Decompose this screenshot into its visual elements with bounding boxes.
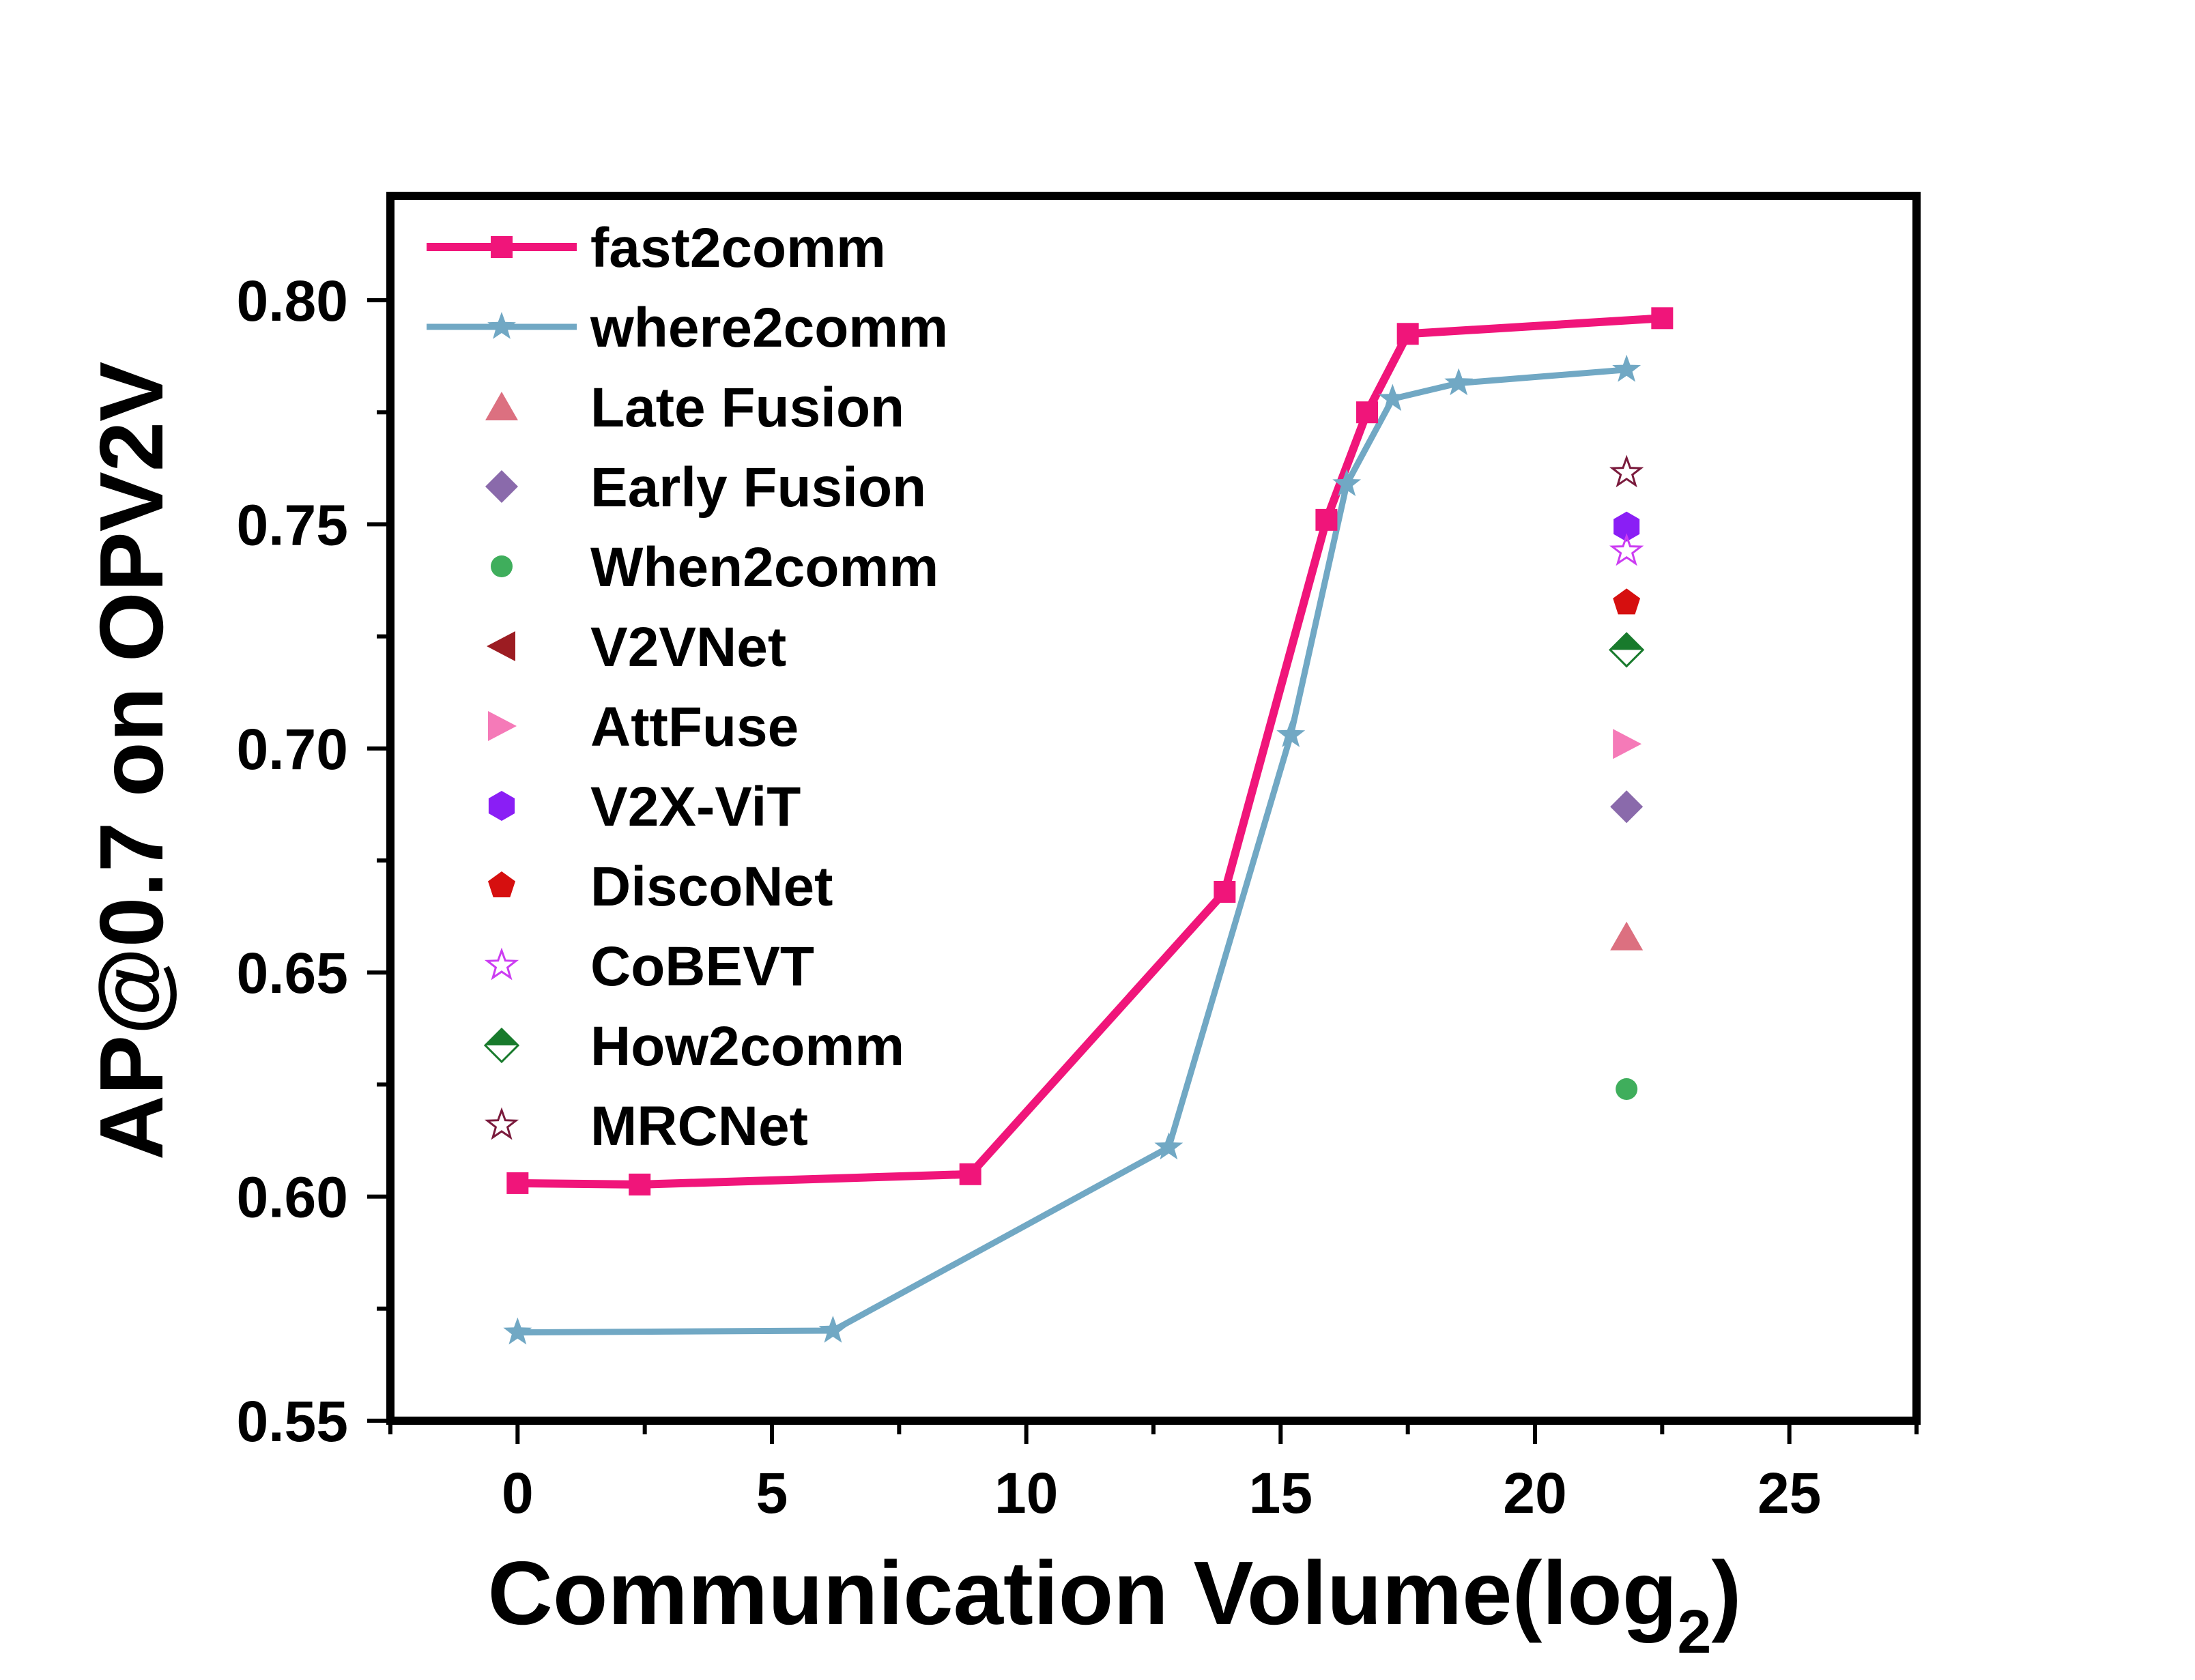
- data-point-mrcnet-0: [1609, 454, 1644, 488]
- legend-marker-v2vnet: [487, 631, 515, 661]
- series-line-fast2comm: [517, 314, 1663, 1189]
- legend-marker-fast2comm: [491, 236, 513, 258]
- data-point-where2comm-7: [1612, 354, 1641, 382]
- plot-lines: [517, 314, 1663, 1336]
- y-tick-label: 0.80: [237, 269, 349, 333]
- data-point-where2comm-6: [1444, 368, 1474, 396]
- y-axis-ticks: 0.55 0.60 0.65 0.70 0.75 0.80: [237, 269, 390, 1453]
- x-tick-label: 10: [994, 1461, 1058, 1525]
- legend-label-disconet: DiscoNet: [590, 856, 833, 918]
- legend-label-mrcnet: MRCNet: [590, 1095, 808, 1157]
- x-axis-title-main: Communication Volume(log: [488, 1543, 1678, 1643]
- data-point-fast2comm-0: [506, 1172, 529, 1194]
- legend-marker-v2x-vit: [488, 791, 515, 821]
- data-point-fast2comm-4: [1315, 508, 1338, 531]
- legend-label-cobevt: CoBEVT: [590, 936, 814, 998]
- data-point-fast2comm-7: [1651, 307, 1674, 330]
- data-point-fast2comm-5: [1356, 401, 1379, 424]
- legend-label-fast2comm: fast2comm: [590, 217, 886, 279]
- data-point-fast2comm-6: [1396, 323, 1419, 345]
- legend-marker-late-fusion: [485, 392, 518, 420]
- legend-label-late-fusion: Late Fusion: [590, 377, 904, 439]
- data-point-where2comm-0: [503, 1317, 532, 1345]
- legend-marker-disconet: [488, 871, 515, 897]
- data-point-when2comm-0: [1616, 1077, 1638, 1100]
- x-tick-label: 0: [502, 1461, 534, 1525]
- data-point-disconet-0: [1613, 588, 1641, 615]
- x-tick-label: 20: [1503, 1461, 1566, 1525]
- x-axis-title-close: ): [1711, 1543, 1741, 1643]
- y-tick-label: 0.55: [237, 1389, 349, 1453]
- legend-label-when2comm: When2comm: [590, 536, 938, 598]
- legend-marker-mrcnet: [484, 1107, 519, 1140]
- y-tick-label: 0.60: [237, 1165, 349, 1230]
- data-point-where2comm-4: [1332, 469, 1362, 497]
- legend-marker-where2comm: [487, 312, 516, 339]
- data-point-fast2comm-1: [629, 1173, 651, 1196]
- data-point-late-fusion-0: [1610, 921, 1644, 951]
- data-point-attfuse-0: [1613, 729, 1642, 759]
- legend-label-where2comm: where2comm: [590, 297, 948, 359]
- legend-label-early-fusion: Early Fusion: [590, 457, 926, 519]
- data-point-how2comm-0: [1609, 632, 1645, 668]
- y-axis-title: AP@0.7 on OPV2V: [81, 362, 182, 1160]
- data-point-cobevt-0: [1609, 533, 1644, 566]
- x-axis-title-subscript: 2: [1677, 1598, 1711, 1666]
- data-point-fast2comm-3: [1214, 880, 1236, 903]
- legend: fast2comm where2comm Late Fusion Early Fusi…: [427, 217, 948, 1157]
- x-axis-title: Communication Volume(log2): [488, 1543, 1742, 1666]
- plot-markers: [503, 307, 1674, 1345]
- data-point-fast2comm-2: [959, 1163, 981, 1185]
- data-point-v2x-vit-0: [1613, 511, 1640, 542]
- legend-marker-how2comm: [483, 1027, 520, 1064]
- legend-marker-attfuse: [488, 711, 517, 741]
- data-point-where2comm-3: [1276, 720, 1306, 747]
- y-tick-label: 0.75: [237, 493, 349, 557]
- data-point-where2comm-5: [1378, 383, 1407, 411]
- y-tick-label: 0.70: [237, 717, 349, 781]
- x-tick-label: 25: [1758, 1461, 1821, 1525]
- legend-label-attfuse: AttFuse: [590, 696, 799, 758]
- legend-label-v2vnet: V2VNet: [590, 616, 786, 678]
- y-tick-label: 0.65: [237, 941, 349, 1005]
- legend-marker-when2comm: [491, 555, 513, 577]
- series-line-where2comm: [517, 366, 1627, 1336]
- legend-label-v2x-vit: V2X-ViT: [590, 776, 801, 838]
- legend-label-how2comm: How2comm: [590, 1015, 904, 1077]
- x-tick-label: 15: [1249, 1461, 1312, 1525]
- data-point-where2comm-2: [1154, 1132, 1183, 1160]
- data-point-early-fusion-0: [1610, 790, 1644, 824]
- legend-marker-cobevt: [484, 947, 519, 981]
- data-point-where2comm-1: [818, 1316, 848, 1343]
- x-tick-label: 5: [756, 1461, 788, 1525]
- x-axis-ticks: 0 5 10 15 20 25: [388, 1421, 1919, 1525]
- legend-marker-early-fusion: [485, 470, 518, 503]
